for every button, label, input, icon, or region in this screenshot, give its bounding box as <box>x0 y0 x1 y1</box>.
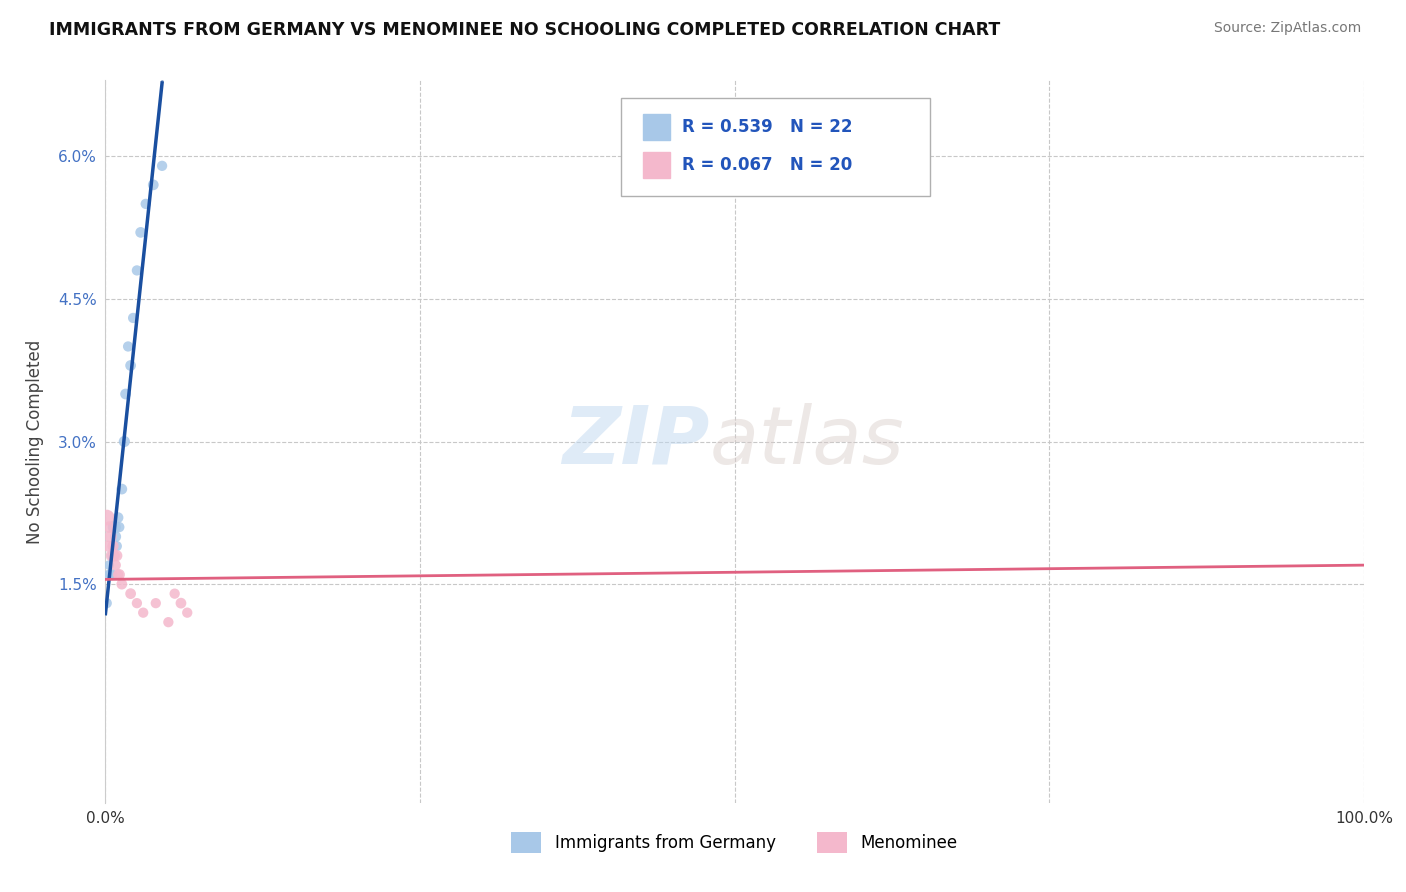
Text: ZIP: ZIP <box>562 402 710 481</box>
Point <box>111 577 134 591</box>
Point <box>105 549 128 563</box>
Text: atlas: atlas <box>710 402 904 481</box>
Point <box>135 197 157 211</box>
Point <box>150 159 173 173</box>
Point <box>157 615 180 630</box>
Point <box>96 596 118 610</box>
Bar <box>643 152 671 178</box>
Point <box>125 596 148 610</box>
Point <box>176 606 198 620</box>
Point <box>105 539 128 553</box>
Point <box>114 387 136 401</box>
Point <box>163 587 186 601</box>
Point <box>101 539 124 553</box>
Point <box>101 549 124 563</box>
Bar <box>643 114 671 140</box>
Point <box>142 178 165 192</box>
Point <box>112 434 135 449</box>
Y-axis label: No Schooling Completed: No Schooling Completed <box>27 340 45 543</box>
Point <box>129 226 152 240</box>
Point <box>117 339 139 353</box>
Point <box>100 530 122 544</box>
Text: R = 0.067   N = 20: R = 0.067 N = 20 <box>682 156 852 174</box>
Legend: Immigrants from Germany, Menominee: Immigrants from Germany, Menominee <box>505 826 965 860</box>
Point <box>120 359 142 373</box>
Point <box>96 510 118 524</box>
Point <box>100 549 122 563</box>
Text: IMMIGRANTS FROM GERMANY VS MENOMINEE NO SCHOOLING COMPLETED CORRELATION CHART: IMMIGRANTS FROM GERMANY VS MENOMINEE NO … <box>49 21 1001 39</box>
Point <box>125 263 148 277</box>
Point <box>145 596 167 610</box>
Point <box>100 567 122 582</box>
Point <box>104 530 127 544</box>
Point <box>98 558 121 573</box>
Point <box>108 567 131 582</box>
Point <box>103 549 125 563</box>
FancyBboxPatch shape <box>621 98 929 196</box>
Point <box>111 482 134 496</box>
Point <box>98 520 121 534</box>
Point <box>100 567 122 582</box>
Point <box>103 520 125 534</box>
Point <box>97 539 120 553</box>
Point <box>108 520 131 534</box>
Point <box>120 587 142 601</box>
Point <box>107 567 129 582</box>
Text: R = 0.539   N = 22: R = 0.539 N = 22 <box>682 119 852 136</box>
Point <box>170 596 193 610</box>
Text: Source: ZipAtlas.com: Source: ZipAtlas.com <box>1213 21 1361 36</box>
Point <box>132 606 155 620</box>
Point <box>97 567 120 582</box>
Point <box>104 558 127 573</box>
Point <box>107 510 129 524</box>
Point <box>122 310 145 325</box>
